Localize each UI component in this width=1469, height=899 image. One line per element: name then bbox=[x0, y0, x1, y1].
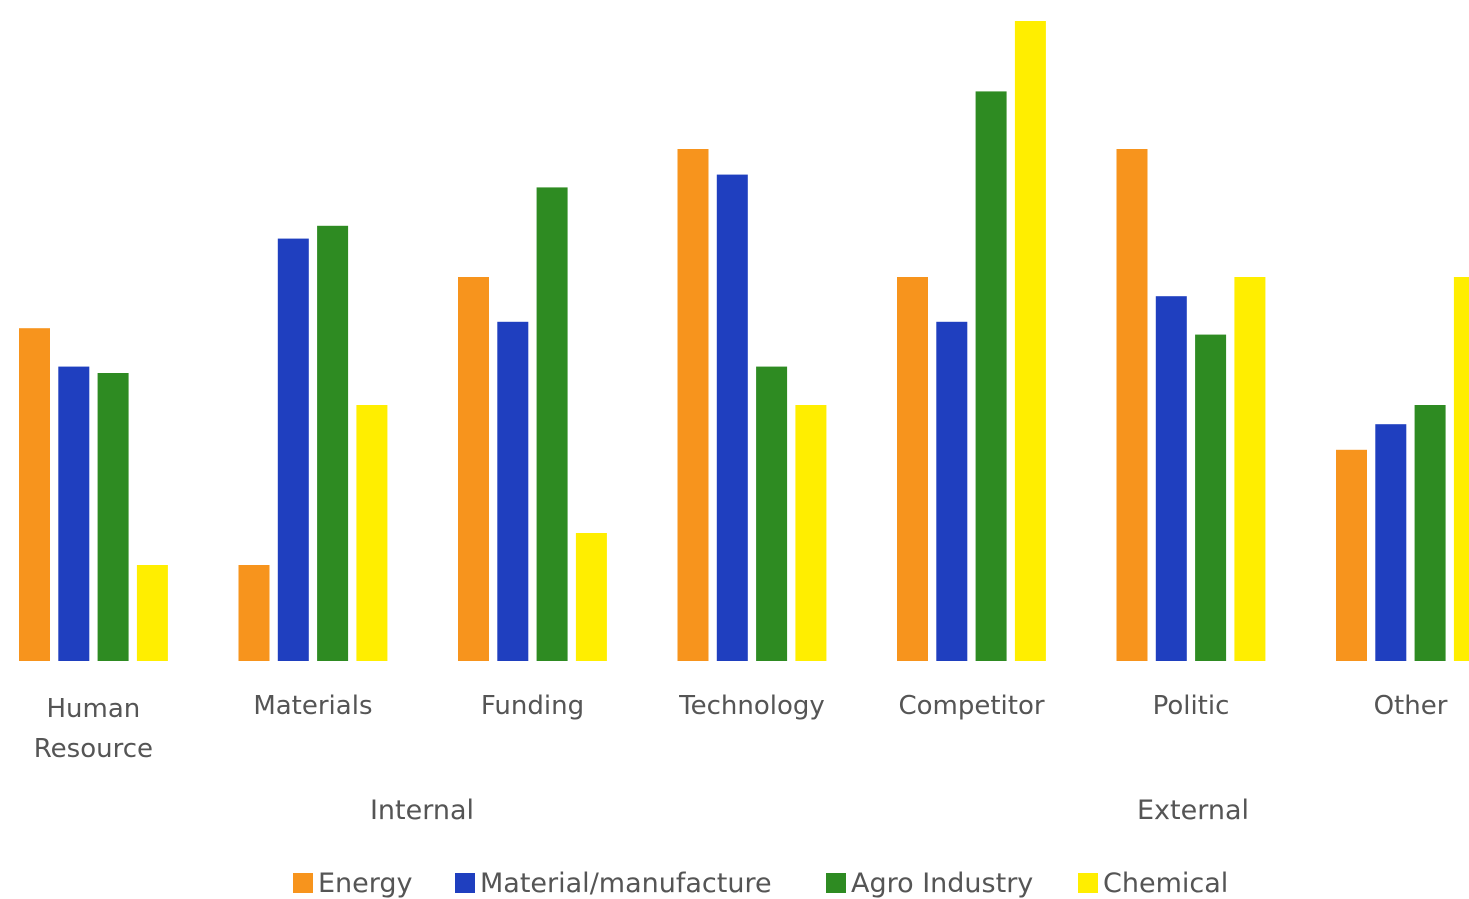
bar-funding-material-manufacture bbox=[497, 321, 529, 661]
bar-human-resource-agro-industry bbox=[97, 373, 129, 661]
category-label-technology: Technology bbox=[678, 691, 825, 721]
bar-technology-energy bbox=[677, 149, 709, 661]
bar-other-chemical bbox=[1453, 277, 1469, 661]
bar-competitor-chemical bbox=[1014, 21, 1046, 661]
category-label-funding: Funding bbox=[481, 691, 584, 721]
legend-label-material-manufacture: Material/manufacture bbox=[480, 868, 772, 899]
bar-human-resource-material-manufacture bbox=[58, 366, 90, 661]
bars-layer bbox=[19, 21, 1469, 662]
bar-competitor-energy bbox=[897, 277, 928, 661]
legend-swatch-material-manufacture bbox=[455, 873, 475, 893]
bar-technology-chemical bbox=[795, 405, 827, 661]
category-label-politic: Politic bbox=[1153, 691, 1230, 721]
bar-materials-agro-industry bbox=[317, 225, 349, 662]
bar-materials-material-manufacture bbox=[277, 238, 309, 661]
bar-competitor-agro-industry bbox=[975, 91, 1007, 661]
group-labels: Internal External bbox=[370, 795, 1249, 826]
category-label-other: Other bbox=[1374, 691, 1448, 721]
bar-technology-agro-industry bbox=[756, 366, 788, 661]
legend: Energy Material/manufacture Agro Industry C… bbox=[293, 868, 1228, 899]
legend-label-chemical: Chemical bbox=[1103, 868, 1228, 899]
bar-materials-chemical bbox=[356, 405, 388, 661]
category-label-human-resource: Human Resource bbox=[34, 694, 153, 764]
group-label-external: External bbox=[1137, 795, 1249, 826]
bar-funding-agro-industry bbox=[536, 187, 568, 661]
category-label-materials: Materials bbox=[253, 691, 372, 721]
bar-technology-material-manufacture bbox=[716, 174, 748, 661]
bar-funding-chemical bbox=[575, 533, 607, 661]
bar-politic-energy bbox=[1116, 149, 1148, 661]
group-label-internal: Internal bbox=[370, 795, 474, 826]
bar-other-energy bbox=[1336, 449, 1367, 661]
legend-swatch-agro-industry bbox=[826, 873, 846, 893]
legend-label-agro-industry: Agro Industry bbox=[851, 868, 1033, 899]
legend-swatch-energy bbox=[293, 873, 313, 893]
legend-swatch-chemical bbox=[1078, 873, 1098, 893]
bar-human-resource-chemical bbox=[136, 565, 168, 661]
bar-funding-energy bbox=[458, 277, 489, 661]
bar-politic-material-manufacture bbox=[1155, 296, 1187, 661]
bar-human-resource-energy bbox=[19, 328, 50, 661]
bar-politic-chemical bbox=[1234, 277, 1266, 661]
legend-label-energy: Energy bbox=[318, 868, 413, 899]
bar-politic-agro-industry bbox=[1195, 334, 1227, 661]
bar-materials-energy bbox=[238, 565, 270, 661]
bar-other-material-manufacture bbox=[1375, 424, 1407, 661]
category-labels: Human Resource Materials Funding Technology C… bbox=[34, 691, 1448, 764]
category-label-competitor: Competitor bbox=[898, 691, 1044, 721]
bar-other-agro-industry bbox=[1414, 405, 1446, 661]
bar-competitor-material-manufacture bbox=[936, 321, 968, 661]
